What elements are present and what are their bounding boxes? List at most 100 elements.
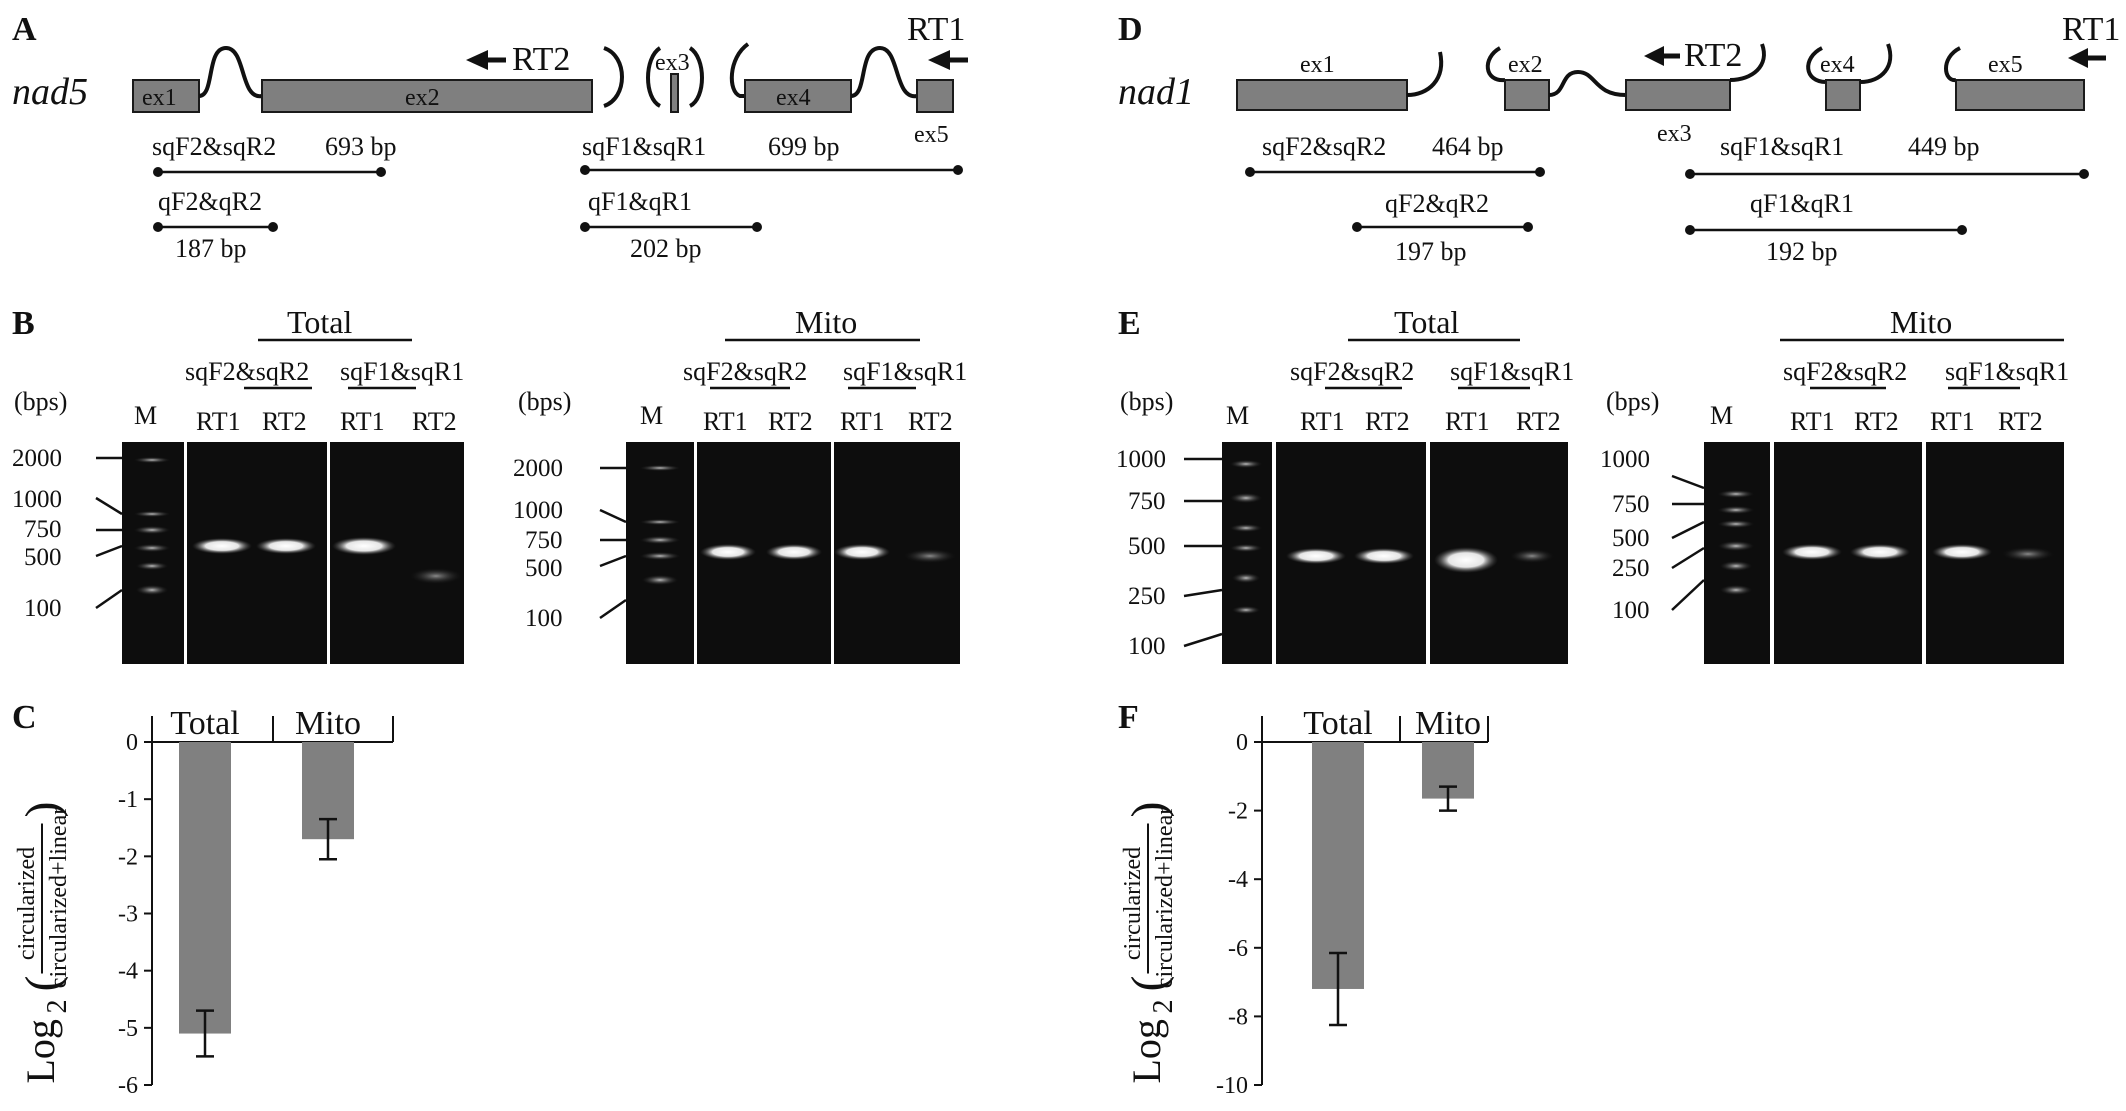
gel-b-mito-lane3: RT1 (840, 407, 885, 436)
gel-b-total-bps: (bps) (14, 387, 67, 416)
gel-b-mito-title: Mito (795, 304, 857, 340)
chart-c-bar-0 (179, 742, 231, 1034)
chart-c-ytick-label-2: -2 (118, 844, 138, 870)
chart-f-ylabel-log: Log (1124, 1019, 1169, 1083)
nad5-primer-qf2-size: 187 bp (175, 234, 247, 263)
chart-f-y-axis-label: Log 2 ( circularized circularized+linear) (1120, 802, 1179, 1084)
chart-f-ylabel-sub: 2 (1148, 1000, 1179, 1014)
nad5-intron-3-right (688, 46, 704, 108)
nad5-exon-3 (670, 73, 679, 113)
gel-e-total-image (1222, 442, 1568, 664)
nad1-intron-2 (1548, 69, 1627, 97)
gene-name-nad5: nad5 (12, 71, 88, 113)
gel-e-mito-ladder-750: 750 (1612, 491, 1650, 518)
chart-c-ytick-label-0: 0 (126, 730, 138, 756)
chart-c-ylabel-close-paren: ) (16, 802, 69, 818)
nad5-intron-2-right (603, 46, 624, 108)
nad5-exon-1 (132, 79, 200, 113)
gel-e-total-pair2: sqF2&sqR2 (1290, 357, 1414, 386)
gel-b-total-lane3: RT1 (340, 407, 385, 436)
gel-b-total-pair1: sqF1&sqR1 (340, 357, 464, 386)
nad5-exon-2 (261, 79, 593, 113)
nad1-intron-1 (1406, 51, 1444, 97)
nad5-primer-qf1-size: 202 bp (630, 234, 702, 263)
nad5-rt2-arrow (466, 50, 506, 70)
nad1-primer-qf1-size: 192 bp (1766, 237, 1838, 266)
gel-b-mito-image (626, 442, 960, 664)
gel-e-mito-ladder-500: 500 (1612, 525, 1650, 552)
gel-e-mito-lane1: RT1 (1790, 407, 1835, 436)
chart-f-ytick-label-3: -6 (1228, 936, 1248, 962)
chart-f-ylabel-close-paren: ) (1122, 802, 1175, 818)
gel-b-mito-ladder-500: 500 (525, 555, 563, 582)
nad5-primer-sqf1-label: sqF1&sqR1 (582, 132, 706, 161)
gel-e-mito-pair2: sqF2&sqR2 (1783, 357, 1907, 386)
chart-c-ytick-label-3: -3 (118, 902, 138, 928)
chart-f-category-label-0: Total (1303, 705, 1372, 742)
chart-f-ylabel-open-paren: ( (1122, 976, 1175, 992)
chart-c-category-label-1: Mito (295, 705, 361, 742)
gel-e-total-ladder-ticks (1183, 457, 1223, 648)
gel-b-total-lane4: RT2 (412, 407, 457, 436)
nad1-primer-sqf1-label: sqF1&sqR1 (1720, 132, 1844, 161)
gel-e-mito-ladder-ticks (1671, 474, 1705, 611)
gel-b-mito-marker: M (640, 401, 663, 430)
gel-e-total-ladder-1000: 1000 (1116, 446, 1166, 473)
gel-b-total-lane2: RT2 (262, 407, 307, 436)
nad1-rt2-label: RT2 (1684, 37, 1742, 74)
gel-e-total-bps: (bps) (1120, 387, 1173, 416)
nad1-intron-3 (1729, 43, 1766, 82)
gel-e-total-ladder-750: 750 (1128, 488, 1166, 515)
gel-b-mito-pair2: sqF2&sqR2 (683, 357, 807, 386)
nad5-exon-3-label: ex3 (655, 50, 690, 76)
panel-label-a: A (12, 11, 37, 48)
gel-b-total-title: Total (287, 304, 352, 340)
nad1-amplicon-sqf1 (1685, 169, 2089, 179)
gel-b-total-ladder-100: 100 (24, 595, 62, 622)
gel-b-mito-pair1: sqF1&sqR1 (843, 357, 967, 386)
chart-c-ytick-label-1: -1 (118, 787, 138, 813)
gel-e-mito-bps: (bps) (1606, 387, 1659, 416)
nad5-intron-1 (198, 45, 263, 99)
chart-f-category-label-1: Mito (1415, 705, 1481, 742)
nad1-primer-sqf1-size: 449 bp (1908, 132, 1980, 161)
nad1-exon-5-label: ex5 (1988, 52, 2023, 78)
nad1-primer-qf2-size: 197 bp (1395, 237, 1467, 266)
gel-b-mito-ladder-1000: 1000 (513, 497, 563, 524)
chart-c-y-axis-label: Log 2 (circularized circularized+linear) (14, 802, 73, 1084)
gel-e-mito-lane2: RT2 (1854, 407, 1899, 436)
gel-b-mito-lane4: RT2 (908, 407, 953, 436)
gel-e-total-title: Total (1394, 304, 1459, 340)
nad1-exon-3-label: ex3 (1657, 121, 1692, 147)
nad5-exon-5 (916, 79, 954, 113)
panel-label-c: C (12, 699, 37, 736)
nad5-intron-3-left (729, 42, 750, 98)
panel-b: B Total sqF2&sqR2 sqF1&sqR1 (bps) M RT1 … (12, 304, 967, 664)
chart-f-ylabel-denominator: circularized+linear (1152, 807, 1178, 988)
chart-f-ytick-label-4: -8 (1228, 1004, 1248, 1030)
nad1-intron-4 (1859, 43, 1893, 84)
gel-b-total-ladder-1000: 1000 (12, 486, 62, 513)
gel-e-mito-ladder-1000: 1000 (1600, 446, 1650, 473)
nad5-primer-sqf2-size: 693 bp (325, 132, 397, 161)
nad1-amplicon-qf2 (1352, 222, 1533, 232)
nad1-amplicon-qf1 (1685, 225, 1967, 235)
nad5-intron-4 (850, 45, 918, 99)
chart-c-ylabel-sub: 2 (42, 1000, 73, 1014)
gel-e-total-lane1: RT1 (1300, 407, 1345, 436)
nad5-amplicon-qf1 (580, 222, 762, 232)
nad5-primer-sqf1-size: 699 bp (768, 132, 840, 161)
chart-f-ytick-label-0: 0 (1236, 730, 1248, 756)
panel-a: A nad5 ex1 ex2 ex3 ex4 ex5 RT2 RT1 sqF2&… (12, 11, 968, 263)
gel-b-total-marker: M (134, 401, 157, 430)
chart-f-ylabel-numerator: circularized (1120, 847, 1146, 960)
chart-c-ytick-label-5: -5 (118, 1016, 138, 1042)
chart-c-ylabel-log: Log (18, 1019, 63, 1083)
chart-f-ytick-label-1: -2 (1228, 799, 1248, 825)
gel-b-mito-ladder-2000: 2000 (513, 455, 563, 482)
gel-e-mito-lane4: RT2 (1998, 407, 2043, 436)
nad5-amplicon-qf2 (153, 222, 278, 232)
